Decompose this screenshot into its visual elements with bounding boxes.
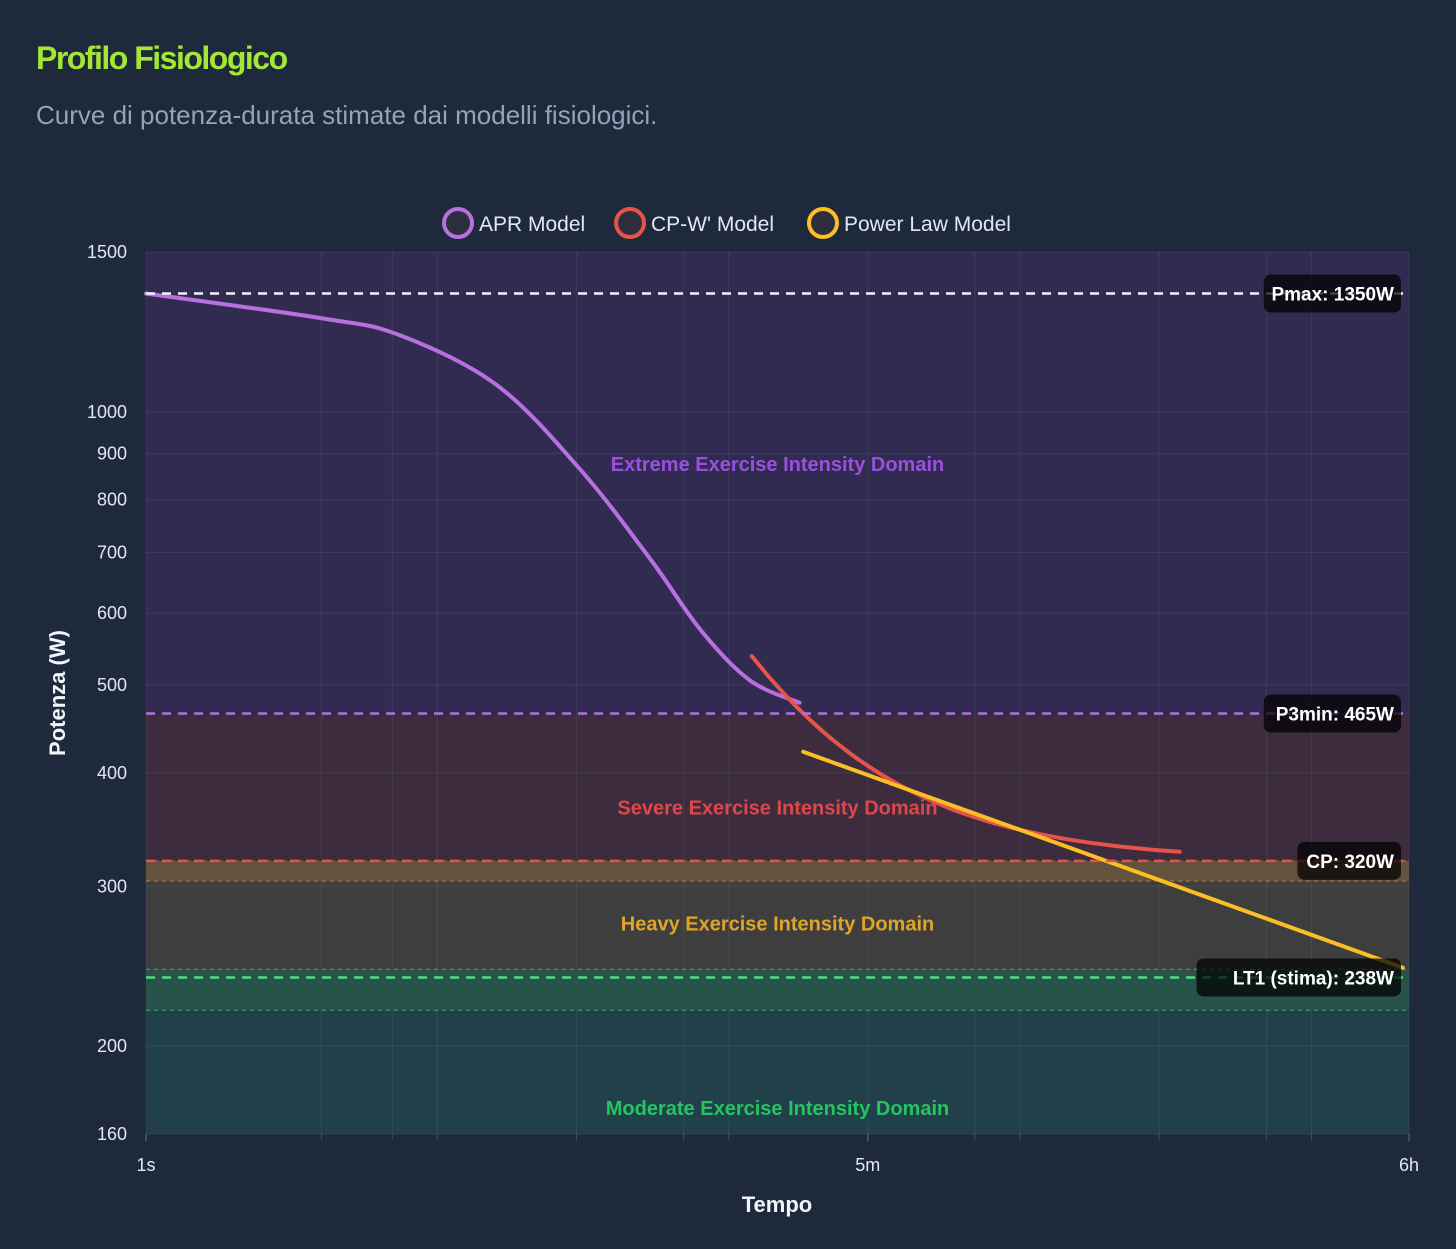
y-tick-label: 300: [97, 876, 127, 896]
x-tick-label: 5m: [855, 1155, 880, 1175]
threshold-band: [146, 860, 1409, 882]
domain-label: Severe Exercise Intensity Domain: [617, 797, 937, 819]
legend-item-label: CP-W' Model: [651, 213, 774, 236]
y-tick-label: 500: [97, 675, 127, 695]
y-tick-label: 800: [97, 490, 127, 510]
legend-swatch-icon: [807, 207, 839, 239]
page-title: Profilo Fisiologico: [36, 40, 288, 76]
reference-label-box: [1263, 694, 1401, 733]
domain-label: Moderate Exercise Intensity Domain: [606, 1098, 949, 1120]
reference-label-box: [1263, 274, 1401, 313]
page-subtitle: Curve di potenza-durata stimate dai mode…: [36, 100, 658, 130]
y-tick-label: 600: [97, 603, 127, 623]
domain-label: Heavy Exercise Intensity Domain: [621, 914, 934, 936]
y-tick-label: 700: [97, 542, 127, 562]
y-tick-label: 1000: [87, 402, 127, 422]
reference-label: Pmax: 1350W: [1271, 285, 1394, 306]
domain-area: [146, 252, 1409, 714]
x-tick-label: 1s: [136, 1155, 155, 1175]
reference-label: LT1 (stima): 238W: [1233, 969, 1394, 990]
x-tick-label: 6h: [1399, 1155, 1419, 1175]
domain-label: Extreme Exercise Intensity Domain: [611, 454, 944, 476]
legend-item-label: Power Law Model: [844, 213, 1011, 236]
y-tick-label: 200: [97, 1036, 127, 1056]
series-line-power-law-model: [801, 749, 1405, 970]
reference-label: P3min: 465W: [1276, 705, 1394, 726]
y-tick-label: 160: [97, 1124, 127, 1144]
reference-label-box: [1297, 841, 1401, 880]
y-tick-label: 1500: [87, 242, 127, 262]
series-line-cp-w-model: [749, 654, 1182, 854]
series-line-apr-model: [144, 291, 802, 705]
reference-label-box: [1196, 958, 1401, 997]
legend-swatch-icon: [614, 207, 646, 239]
domain-area: [146, 713, 1409, 861]
legend-item-label: APR Model: [479, 213, 585, 236]
y-tick-label: 400: [97, 763, 127, 783]
y-tick-label: 900: [97, 443, 127, 463]
x-axis-title: Tempo: [742, 1192, 812, 1217]
legend-swatch-icon: [442, 207, 474, 239]
y-axis-title: Potenza (W): [45, 630, 70, 756]
reference-label: CP: 320W: [1306, 852, 1394, 873]
